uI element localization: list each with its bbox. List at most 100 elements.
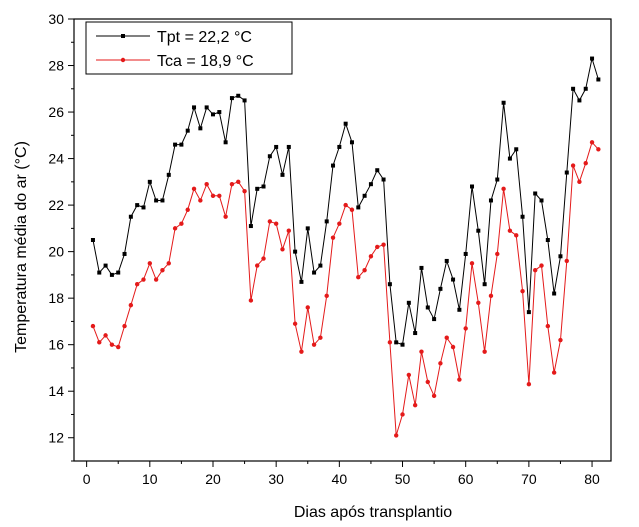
data-point [495, 251, 500, 257]
data-point [438, 361, 443, 366]
data-point [103, 263, 108, 268]
data-point [147, 261, 153, 266]
data-point [198, 198, 203, 203]
data-point [539, 263, 544, 268]
data-point [128, 302, 134, 308]
x-tick-label: 20 [205, 471, 221, 487]
data-point [577, 98, 582, 103]
data-point [173, 142, 178, 147]
data-point [570, 163, 576, 168]
data-point [488, 198, 493, 203]
data-point [255, 186, 260, 191]
data-point [172, 226, 178, 231]
series-2 [90, 140, 601, 438]
data-point [425, 379, 430, 385]
data-point [413, 331, 418, 336]
y-tick-label: 22 [48, 197, 64, 213]
data-point [229, 96, 234, 101]
data-point [349, 207, 355, 212]
data-point [97, 270, 102, 275]
data-point [293, 249, 298, 254]
data-point [292, 321, 298, 326]
data-point [299, 279, 304, 284]
data-point [412, 402, 418, 408]
data-point [495, 177, 500, 182]
y-tick-label: 12 [48, 430, 64, 446]
data-point [488, 293, 494, 299]
data-point [463, 251, 468, 256]
data-point [476, 300, 481, 306]
data-point [160, 268, 165, 273]
x-tick-label: 30 [268, 471, 284, 487]
legend-box [85, 21, 293, 75]
data-point [590, 56, 595, 61]
data-point [122, 323, 127, 329]
series-line [92, 141, 599, 436]
plot-frame [73, 18, 612, 462]
data-point [330, 235, 336, 240]
legend-marker [121, 34, 125, 38]
data-point [134, 282, 140, 287]
data-point [552, 291, 557, 296]
data-point [286, 144, 291, 149]
data-point [280, 247, 285, 252]
data-point [141, 205, 146, 210]
y-tick-label: 30 [48, 11, 64, 27]
data-point [255, 263, 260, 268]
data-point [109, 272, 114, 277]
data-point [551, 370, 557, 375]
data-point [375, 244, 380, 250]
data-point [166, 172, 171, 177]
data-point [596, 77, 601, 82]
data-point [312, 270, 317, 275]
x-tick-label: 10 [142, 471, 158, 487]
data-point [419, 265, 424, 270]
data-point [514, 147, 519, 152]
data-point [210, 112, 215, 117]
data-point [229, 181, 235, 187]
data-point [431, 393, 437, 399]
data-point [589, 140, 595, 145]
series-layer [90, 56, 601, 438]
data-point [273, 221, 279, 226]
series-line [92, 58, 599, 346]
data-point [558, 254, 563, 259]
data-point [400, 342, 405, 347]
data-point [432, 317, 437, 322]
data-point [267, 219, 273, 224]
data-point [362, 268, 367, 273]
y-axis: 12 14 16 18 20 22 24 26 28 30 [48, 11, 74, 462]
data-point [286, 228, 291, 233]
x-tick-label: 70 [521, 471, 537, 487]
data-point [160, 198, 165, 203]
data-point [305, 305, 310, 310]
data-point [545, 323, 551, 329]
data-point [438, 286, 443, 291]
data-point [90, 238, 95, 242]
data-point [90, 323, 96, 329]
data-point [507, 156, 512, 161]
y-tick-label: 26 [48, 104, 64, 120]
data-point [331, 163, 336, 168]
data-point [204, 105, 209, 110]
data-point [154, 198, 159, 203]
data-point [545, 238, 550, 242]
data-point [223, 140, 228, 145]
data-point [242, 98, 247, 103]
data-point [343, 121, 348, 126]
data-point [387, 282, 392, 287]
data-point [520, 288, 525, 294]
data-point [444, 335, 449, 340]
data-point [394, 433, 399, 438]
y-tick-label: 18 [48, 290, 64, 306]
data-point [381, 242, 386, 247]
data-point [210, 193, 216, 198]
data-point [444, 258, 449, 263]
x-tick-label: 40 [332, 471, 348, 487]
data-point [185, 128, 190, 133]
data-point [324, 219, 329, 224]
legend-label: Tpt = 22,2 °C [157, 29, 252, 46]
x-tick-label: 80 [584, 471, 600, 487]
data-point [526, 382, 532, 387]
data-point [596, 147, 601, 152]
